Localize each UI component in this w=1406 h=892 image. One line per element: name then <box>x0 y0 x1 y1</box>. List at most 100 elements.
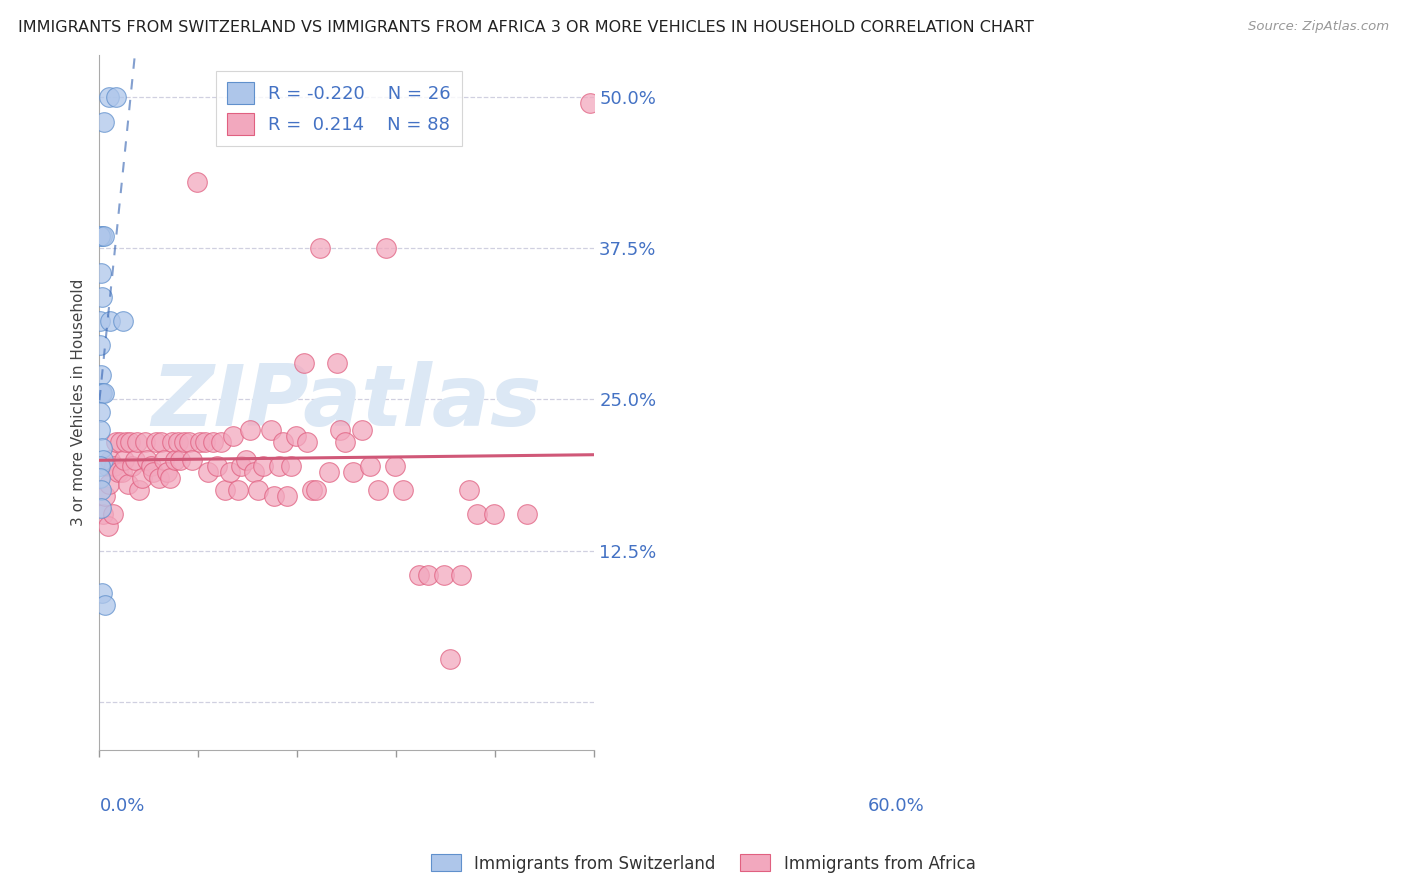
Point <box>89 471 111 485</box>
Point <box>117 477 139 491</box>
Point <box>271 434 294 449</box>
Point <box>222 428 245 442</box>
Point <box>104 434 127 449</box>
Point <box>91 453 114 467</box>
Point <box>89 314 111 328</box>
Point <box>252 458 274 473</box>
Point <box>114 434 136 449</box>
Point <box>97 519 120 533</box>
Point <box>326 356 349 370</box>
Point <box>118 434 141 449</box>
Point <box>148 471 170 485</box>
Point <box>136 453 159 467</box>
Point <box>260 423 283 437</box>
Point <box>89 458 111 473</box>
Point <box>416 567 439 582</box>
Point <box>297 434 319 449</box>
Point <box>318 465 340 479</box>
Point <box>145 434 167 449</box>
Point <box>384 458 406 473</box>
Point <box>90 368 112 383</box>
Point <box>450 567 472 582</box>
Point <box>96 458 118 473</box>
Point <box>159 471 181 485</box>
Point <box>309 242 332 256</box>
Point <box>516 508 538 522</box>
Legend: R = -0.220    N = 26, R =  0.214    N = 88: R = -0.220 N = 26, R = 0.214 N = 88 <box>215 71 461 146</box>
Point <box>284 428 307 442</box>
Point <box>392 483 415 497</box>
Point <box>156 465 179 479</box>
Point <box>150 434 173 449</box>
Point <box>89 423 111 437</box>
Point <box>98 453 121 467</box>
Point <box>89 404 111 418</box>
Point <box>359 458 381 473</box>
Point <box>111 465 134 479</box>
Point <box>246 483 269 497</box>
Point <box>94 598 117 612</box>
Text: IMMIGRANTS FROM SWITZERLAND VS IMMIGRANTS FROM AFRICA 3 OR MORE VEHICLES IN HOUS: IMMIGRANTS FROM SWITZERLAND VS IMMIGRANT… <box>18 20 1035 35</box>
Legend: Immigrants from Switzerland, Immigrants from Africa: Immigrants from Switzerland, Immigrants … <box>423 847 983 880</box>
Point <box>91 508 114 522</box>
Point <box>173 434 195 449</box>
Point <box>112 453 135 467</box>
Point <box>375 242 398 256</box>
Point <box>304 483 326 497</box>
Point <box>90 501 112 516</box>
Point <box>93 386 115 401</box>
Point <box>169 453 191 467</box>
Point <box>465 508 488 522</box>
Point <box>90 386 112 401</box>
Point <box>269 458 291 473</box>
Point <box>104 90 127 104</box>
Point <box>94 489 117 503</box>
Point <box>177 434 200 449</box>
Point <box>127 434 149 449</box>
Point <box>107 465 129 479</box>
Point <box>482 508 505 522</box>
Point <box>166 434 188 449</box>
Point <box>90 229 112 244</box>
Text: 60.0%: 60.0% <box>868 797 924 815</box>
Point <box>243 465 266 479</box>
Point <box>439 652 461 666</box>
Point <box>231 458 253 473</box>
Point <box>103 458 125 473</box>
Point <box>350 423 373 437</box>
Point <box>197 465 219 479</box>
Point <box>218 465 240 479</box>
Point <box>134 434 156 449</box>
Point <box>165 453 187 467</box>
Point <box>194 434 217 449</box>
Point <box>124 453 146 467</box>
Point <box>186 175 208 189</box>
Point <box>214 483 236 497</box>
Point <box>408 567 430 582</box>
Point <box>128 483 150 497</box>
Point <box>301 483 323 497</box>
Text: 0.0%: 0.0% <box>100 797 145 815</box>
Point <box>90 441 112 455</box>
Point <box>90 386 112 401</box>
Point <box>433 567 456 582</box>
Point <box>238 423 260 437</box>
Point <box>335 434 357 449</box>
Point <box>98 90 121 104</box>
Point <box>152 453 174 467</box>
Point <box>89 338 111 352</box>
Point <box>108 434 131 449</box>
Point <box>93 114 115 128</box>
Point <box>458 483 481 497</box>
Point <box>111 314 134 328</box>
Point <box>139 458 162 473</box>
Y-axis label: 3 or more Vehicles in Household: 3 or more Vehicles in Household <box>72 279 86 526</box>
Point <box>101 508 124 522</box>
Point <box>280 458 302 473</box>
Point <box>90 586 112 600</box>
Point <box>90 483 112 497</box>
Point <box>142 465 165 479</box>
Text: ZIPatlas: ZIPatlas <box>152 361 541 444</box>
Point <box>292 356 315 370</box>
Point <box>276 489 298 503</box>
